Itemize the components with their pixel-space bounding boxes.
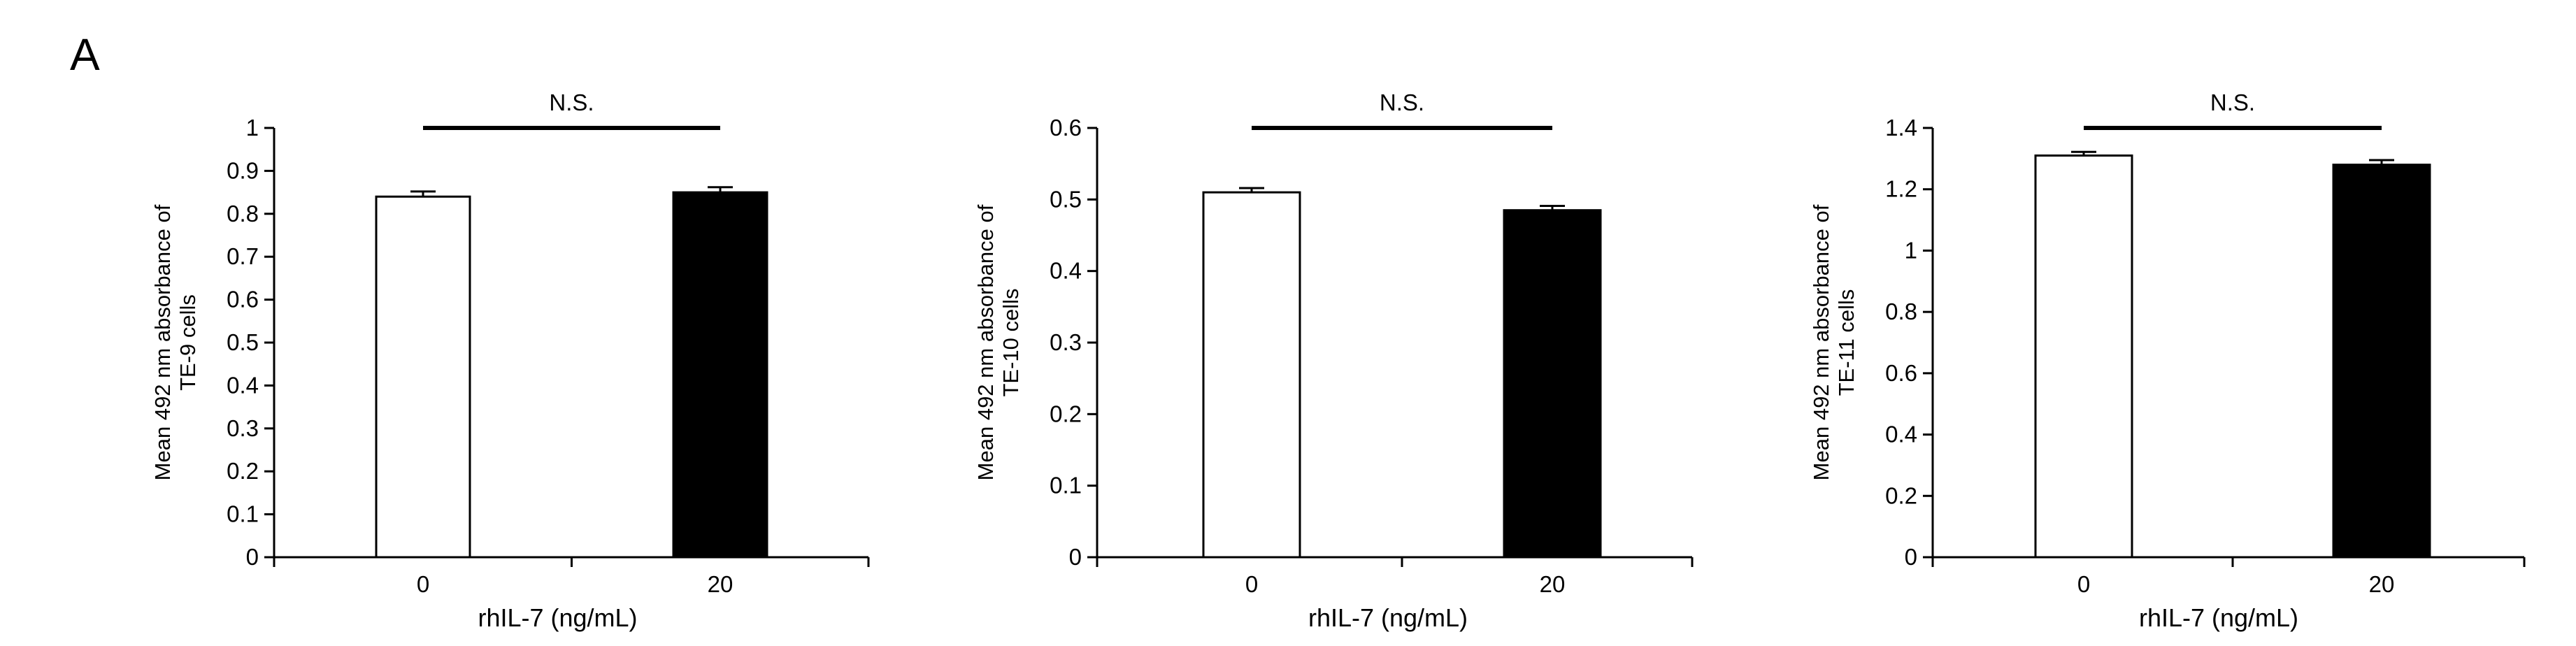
y-tick-label: 0.2 <box>227 458 259 484</box>
y-tick-label: 0.6 <box>1050 115 1082 141</box>
y-tick-label: 0.9 <box>227 157 259 183</box>
y-tick-label: 0.1 <box>227 501 259 527</box>
y-tick-label: 0 <box>1069 544 1082 570</box>
y-tick-label: 0.4 <box>1050 258 1082 284</box>
y-axis-label: Mean 492 nm absorbance ofTE-9 cells <box>150 204 200 480</box>
bar-20 <box>672 191 768 559</box>
y-tick-label: 0.8 <box>227 201 259 227</box>
charts-group: 0 0.1 0.2 0.3 0.4 0.5 0.6 0.7 0.8 0.9 1 0 20 rhIL-7 (… <box>150 89 2526 632</box>
y-axis-label-line: Mean 492 nm absorbance of <box>150 204 175 480</box>
x-tick-label: 20 <box>708 571 734 597</box>
x-tick-label: 20 <box>2369 571 2395 597</box>
bar-0 <box>1202 191 1301 559</box>
significance-label: N.S. <box>2210 89 2255 115</box>
y-tick-label: 0.4 <box>227 372 259 398</box>
significance-label: N.S. <box>549 89 594 115</box>
y-tick-label: 0.2 <box>1885 482 1917 508</box>
y-axis-label: Mean 492 nm absorbance ofTE-11 cells <box>1809 204 1859 480</box>
y-tick-label: 0.6 <box>227 287 259 313</box>
y-tick-label: 1 <box>1905 237 1917 263</box>
x-tick-label: 0 <box>2077 571 2090 597</box>
y-axis-label-line: Mean 492 nm absorbance of <box>1809 204 1833 480</box>
x-axis-label: rhIL-7 (ng/mL) <box>478 603 637 632</box>
bar-0 <box>375 195 471 559</box>
y-axis-label-line: TE-9 cells <box>176 294 200 391</box>
y-tick-label: 0.2 <box>1050 401 1082 426</box>
chart-panel-1: 0 0.1 0.2 0.3 0.4 0.5 0.6 0.7 0.8 0.9 1 0 20 rhIL-7 (… <box>150 89 870 632</box>
y-tick-label: 0.1 <box>1050 473 1082 498</box>
y-tick-label: 0.8 <box>1885 299 1917 324</box>
x-tick-label: 0 <box>1245 571 1258 597</box>
y-tick-label: 0.5 <box>1050 186 1082 212</box>
bar-20 <box>1503 209 1602 559</box>
y-tick-label: 0.5 <box>227 329 259 355</box>
y-axis-label-line: Mean 492 nm absorbance of <box>973 204 998 480</box>
y-axis-label: Mean 492 nm absorbance ofTE-10 cells <box>973 204 1023 480</box>
y-tick-label: 0.3 <box>1050 329 1082 355</box>
x-axis-label: rhIL-7 (ng/mL) <box>2139 603 2298 632</box>
x-tick-label: 20 <box>1540 571 1566 597</box>
y-tick-label: 0.3 <box>227 415 259 441</box>
panel-label: A <box>70 29 100 80</box>
x-tick-label: 0 <box>417 571 429 597</box>
bar-0 <box>2034 154 2133 559</box>
y-tick-label: 1.2 <box>1885 176 1917 202</box>
chart-panel-3: 0 0.2 0.4 0.6 0.8 1 1.2 1.4 0 20 rhIL-7 (ng/mL) Mea… <box>1809 89 2526 632</box>
significance-label: N.S. <box>1380 89 1424 115</box>
chart-panel-2: 0 0.1 0.2 0.3 0.4 0.5 0.6 0 20 rhIL-7 (ng/mL) Mean… <box>973 89 1694 632</box>
y-tick-label: 0 <box>246 544 259 570</box>
y-tick-label: 0.4 <box>1885 422 1917 447</box>
y-axis-label-line: TE-11 cells <box>1834 289 1859 396</box>
y-tick-label: 1 <box>246 115 259 141</box>
y-tick-label: 1.4 <box>1885 115 1917 141</box>
bar-20 <box>2332 164 2431 559</box>
y-tick-label: 0.7 <box>227 243 259 269</box>
y-axis-label-line: TE-10 cells <box>999 288 1023 396</box>
x-axis-label: rhIL-7 (ng/mL) <box>1308 603 1468 632</box>
y-tick-label: 0 <box>1905 544 1917 570</box>
y-tick-label: 0.6 <box>1885 360 1917 386</box>
